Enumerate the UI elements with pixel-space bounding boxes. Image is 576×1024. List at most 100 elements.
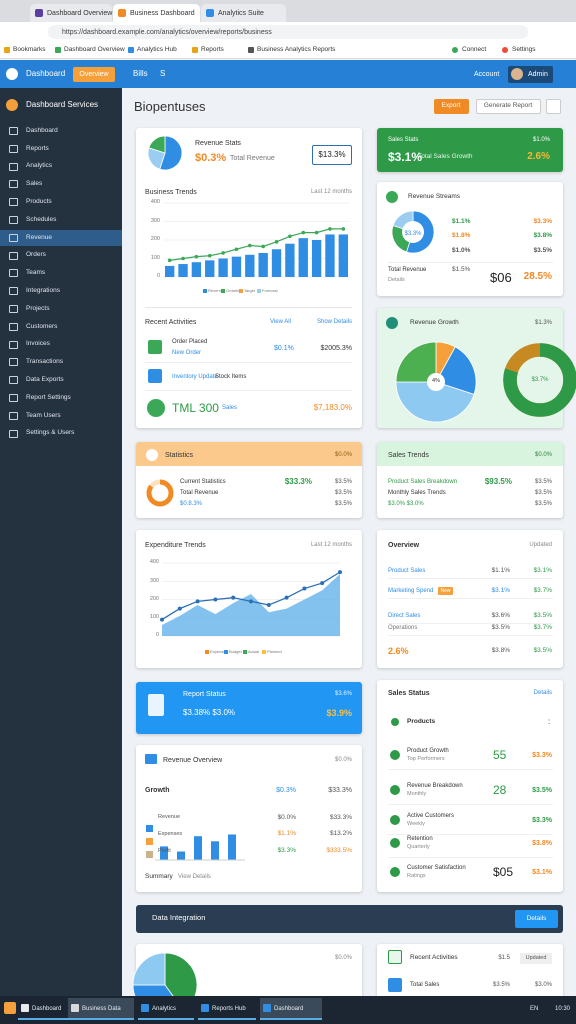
taskbar-label[interactable]: Dashboard <box>274 1006 304 1012</box>
y-tick-label: 200 <box>149 595 159 602</box>
sidebar-item[interactable]: Customers <box>26 322 58 330</box>
growth-donut <box>503 343 576 417</box>
link[interactable]: Updated <box>529 542 552 548</box>
button-label[interactable]: Overview <box>79 71 109 78</box>
link[interactable]: Details <box>533 690 552 696</box>
banner-button[interactable] <box>515 910 558 928</box>
extension[interactable]: Settings <box>512 45 536 53</box>
sidebar-item[interactable]: Data Exports <box>26 375 64 383</box>
point <box>288 234 292 239</box>
tab-title[interactable]: Analytics Suite <box>218 9 264 17</box>
logo <box>6 68 18 80</box>
row-icon <box>148 340 162 354</box>
stats-donut <box>146 479 174 507</box>
extension[interactable]: Connect <box>462 45 487 53</box>
label: $333.5% <box>326 846 352 854</box>
tab-title[interactable]: Dashboard Overview <box>47 9 113 17</box>
bookmark[interactable]: Bookmarks <box>13 45 46 53</box>
tab[interactable] <box>30 4 112 22</box>
link[interactable]: View All <box>270 319 291 325</box>
bar <box>245 254 255 277</box>
taskbar-item[interactable] <box>198 998 256 1020</box>
label: $3.5% <box>334 479 352 485</box>
bookmark[interactable]: Reports <box>201 45 224 53</box>
line <box>169 228 344 261</box>
menu-item[interactable]: S <box>160 69 166 78</box>
export-button[interactable] <box>434 99 469 114</box>
sidebar-item[interactable]: Orders <box>26 251 46 259</box>
label: Order Placed <box>172 339 208 345</box>
sidebar-item[interactable]: Reports <box>26 144 49 152</box>
url-field[interactable] <box>48 25 528 39</box>
link[interactable]: Show Details <box>316 319 352 325</box>
label: Revenue Breakdown <box>407 783 463 789</box>
kpi: TML 300 <box>172 401 219 415</box>
card-title: Report Status <box>183 690 226 698</box>
sidebar-icon <box>9 269 18 278</box>
button-label[interactable]: Details <box>526 914 547 922</box>
taskbar-label[interactable]: Reports Hub <box>212 1006 246 1012</box>
divider <box>388 623 553 624</box>
sidebar-item[interactable]: Projects <box>26 304 50 312</box>
bar <box>298 238 308 277</box>
sidebar-item[interactable]: Invoices <box>26 340 50 348</box>
sidebar-item[interactable]: Dashboard <box>26 126 58 134</box>
y-tick-label: 0 <box>155 632 159 639</box>
sidebar-icon <box>9 340 18 349</box>
row-icon <box>391 718 399 726</box>
tab-title[interactable]: Business Dashboard <box>130 9 195 17</box>
taskbar-item[interactable] <box>260 998 322 1020</box>
taskbar-label[interactable]: Analytics <box>152 1006 177 1012</box>
bookmark[interactable]: Analytics Hub <box>137 45 177 53</box>
row-icon <box>147 399 165 417</box>
sidebar-item[interactable]: Schedules <box>26 215 57 223</box>
legend-label: Planned <box>267 649 282 654</box>
sidebar-item[interactable]: Report Settings <box>26 393 71 401</box>
label: $0.8.3% <box>180 501 203 507</box>
sidebar-item[interactable]: Analytics <box>26 162 53 170</box>
taskbar-label[interactable]: Dashboard <box>32 1006 62 1012</box>
sidebar-item[interactable]: Sales <box>26 180 43 188</box>
card-title: Revenue Overview <box>163 756 223 764</box>
bar <box>285 243 295 277</box>
sidebar-item[interactable]: Revenue <box>26 233 53 241</box>
menu[interactable]: : <box>548 717 551 726</box>
label: Customer Satisfaction <box>407 865 466 871</box>
link[interactable]: Updated <box>525 954 547 961</box>
url[interactable]: https://dashboard.example.com/analytics/… <box>62 28 272 36</box>
start-button[interactable] <box>4 1002 16 1014</box>
report-button[interactable] <box>476 99 541 114</box>
sidebar-item[interactable]: Team Users <box>26 411 61 419</box>
bar <box>165 265 175 277</box>
label: $3.38% $3.0% <box>183 708 236 717</box>
taskbar-icon <box>263 1004 271 1012</box>
pie-hole <box>402 221 424 243</box>
legend-swatch <box>205 650 209 654</box>
taskbar-label[interactable]: Business Data <box>82 1006 121 1012</box>
sidebar-item[interactable]: Integrations <box>26 286 60 294</box>
link[interactable]: Details <box>388 277 405 284</box>
taskbar-item[interactable] <box>68 998 134 1020</box>
header-button[interactable] <box>73 67 115 82</box>
point <box>194 254 199 259</box>
button-label[interactable]: Export <box>441 102 461 110</box>
badge-box <box>312 145 352 165</box>
kpi: 28.5% <box>523 271 552 282</box>
sidebar-item[interactable]: Teams <box>26 269 46 277</box>
settings-button[interactable] <box>546 99 561 114</box>
menu-item[interactable]: Bills <box>133 69 148 78</box>
sidebar-item[interactable]: Settings & Users <box>26 429 75 437</box>
link[interactable]: View Details <box>178 874 211 880</box>
tab[interactable] <box>201 4 286 22</box>
bar <box>271 249 282 277</box>
bookmark[interactable]: Business Analytics Reports <box>257 45 336 53</box>
sidebar-icon <box>9 429 18 438</box>
sidebar-item[interactable]: Transactions <box>26 358 63 366</box>
bookmark[interactable]: Dashboard Overview <box>64 45 125 53</box>
tab[interactable] <box>113 4 200 22</box>
sidebar-item[interactable]: Products <box>26 197 52 205</box>
button-label[interactable]: Generate Report <box>483 102 533 110</box>
taskbar-item[interactable] <box>18 998 78 1020</box>
donut-arc <box>146 479 174 507</box>
taskbar-item[interactable] <box>138 998 194 1020</box>
